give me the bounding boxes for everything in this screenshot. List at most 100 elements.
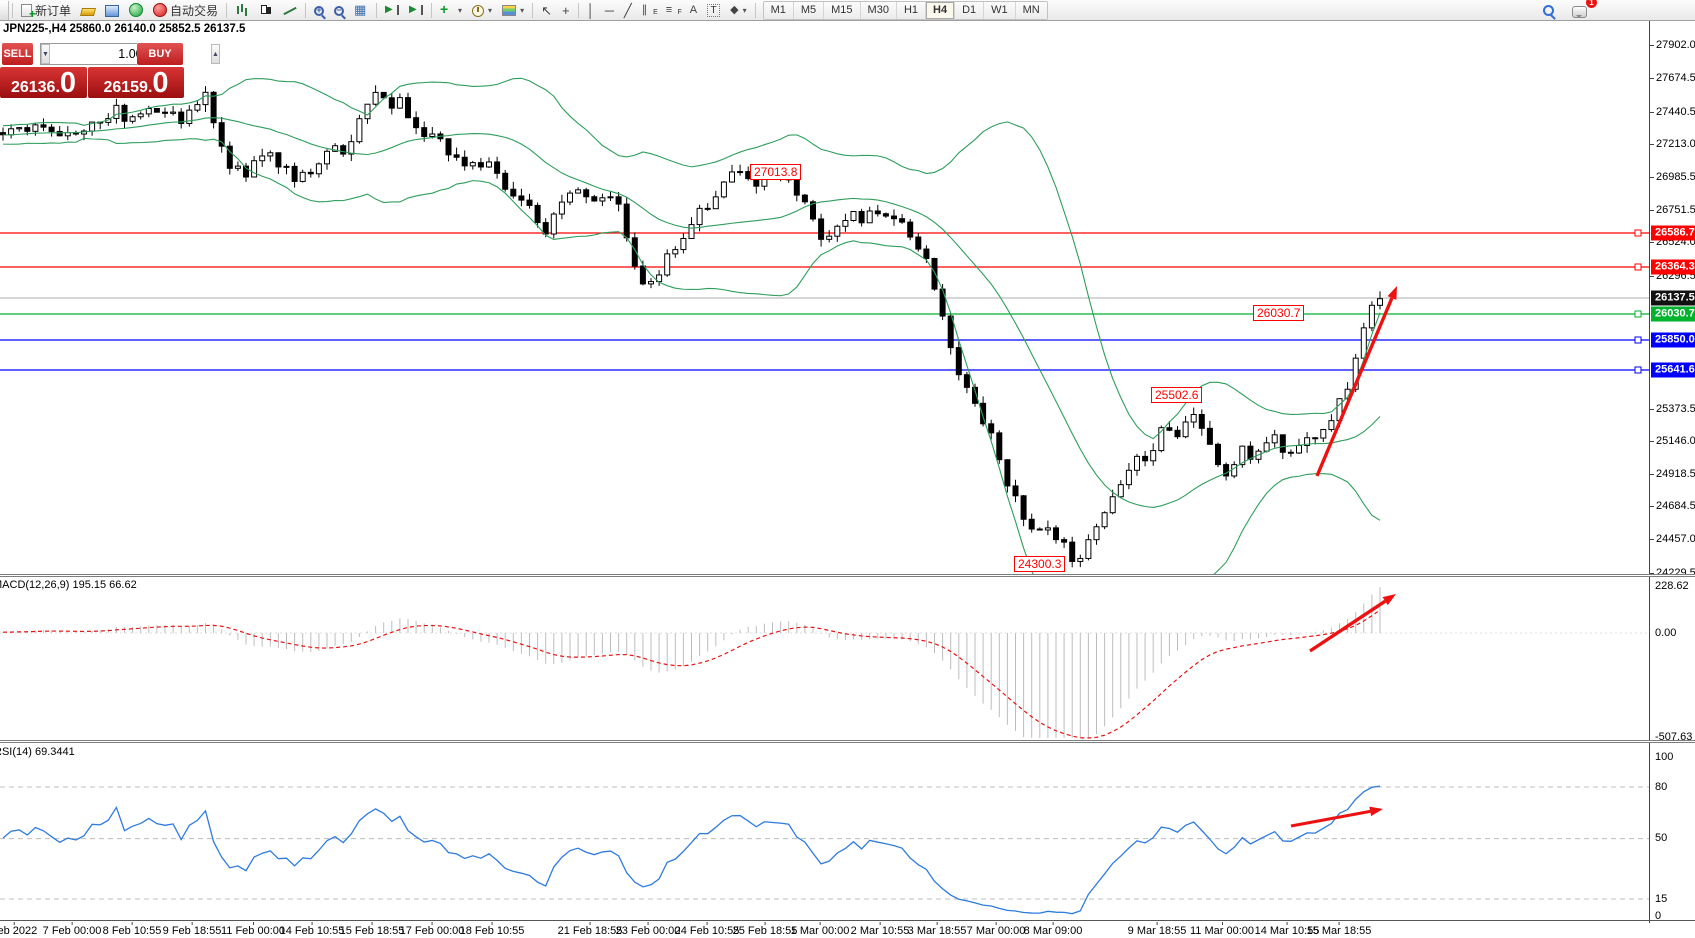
buy-price-display[interactable]: 26159. 0 <box>88 67 184 98</box>
timeframe-button-m5[interactable]: M5 <box>793 1 825 19</box>
candle-body <box>704 207 711 210</box>
tile-windows-button[interactable]: ▦ <box>349 1 373 20</box>
line-handle[interactable] <box>1634 229 1642 237</box>
timeframe-button-d1[interactable]: D1 <box>955 1 985 19</box>
one-click-trading-panel: SELL ▼ ▲ BUY 26136.0 26159.0 <box>0 40 220 98</box>
candle-body <box>145 108 152 115</box>
sell-price-display[interactable]: 26136. 0 <box>0 67 87 98</box>
volume-decrease-button[interactable]: ▼ <box>41 44 50 64</box>
chevron-down-icon: ▾ <box>742 5 747 15</box>
candle-body <box>477 162 484 168</box>
tile-windows-icon: ▦ <box>354 2 367 17</box>
arrows-tool-button[interactable]: ◆ ▾ <box>725 1 751 20</box>
annotation-price-label[interactable]: 26030.7 <box>1253 305 1305 321</box>
line-handle[interactable] <box>1634 310 1642 318</box>
terminal-button[interactable] <box>100 1 124 20</box>
notifications-button[interactable]: 1 <box>1567 0 1597 20</box>
rsi-panel[interactable] <box>0 743 1649 920</box>
panel-separator[interactable] <box>0 740 1695 743</box>
vertical-line-tool-button[interactable]: │ <box>582 1 600 20</box>
line-handle[interactable] <box>1634 366 1642 374</box>
candle-body <box>915 236 922 250</box>
time-label: 1 Mar 00:00 <box>790 922 850 937</box>
time-label: 2 Mar 10:55 <box>850 922 910 937</box>
search-button[interactable] <box>1538 1 1559 20</box>
horizontal-line-tool-button[interactable]: ─ <box>600 1 619 20</box>
candle-body <box>332 145 339 152</box>
volume-input[interactable] <box>49 44 211 64</box>
auto-trading-button[interactable]: 自动交易 <box>148 1 223 20</box>
macd-panel[interactable] <box>0 577 1649 740</box>
periods-button[interactable]: ▾ <box>467 1 497 20</box>
candle-body <box>267 152 274 157</box>
timeframe-button-h1[interactable]: H1 <box>896 1 927 19</box>
chart-shift-button[interactable]: ▶ <box>404 1 428 20</box>
indicators-button[interactable]: + ▾ <box>435 1 467 20</box>
price-axis[interactable]: 27902.0 27674.5 27440.5 27213.0 26985.5 26751… <box>1649 21 1695 924</box>
new-order-label: 新订单 <box>35 3 72 18</box>
annotation-price-label[interactable]: 25502.6 <box>1151 387 1203 403</box>
candle-body <box>591 196 598 202</box>
candle-body <box>923 248 930 259</box>
line-chart-button[interactable] <box>278 1 302 20</box>
template-icon <box>502 5 517 16</box>
volume-increase-button[interactable]: ▲ <box>210 44 220 64</box>
signals-button[interactable] <box>124 1 148 20</box>
sell-button[interactable]: SELL <box>2 43 33 65</box>
buy-button[interactable]: BUY <box>137 43 183 65</box>
candle-body <box>1085 539 1092 559</box>
candle-body <box>801 194 808 203</box>
auto-scroll-button[interactable]: ▶ <box>380 1 404 20</box>
market-watch-button[interactable] <box>76 1 100 20</box>
time-label: 23 Feb 00:00 <box>615 922 681 937</box>
channel-tool-button[interactable]: ∥ <box>637 1 661 20</box>
candle-body <box>607 196 614 199</box>
horizontal-line-icon: ─ <box>604 2 614 18</box>
timeframe-button-m15[interactable]: M15 <box>824 1 861 19</box>
candlestick-chart-button[interactable] <box>254 1 278 20</box>
line-handle[interactable] <box>1634 336 1642 344</box>
toolbar-separator <box>376 2 378 18</box>
auto-trading-label: 自动交易 <box>170 3 219 18</box>
candle-body <box>469 162 476 167</box>
zoom-in-button[interactable]: + <box>309 1 329 20</box>
timeframe-button-h4[interactable]: H4 <box>926 1 956 19</box>
timeframe-button-mn[interactable]: MN <box>1015 1 1047 19</box>
annotation-price-label[interactable]: 27013.8 <box>750 164 802 180</box>
text-tool-button[interactable]: A <box>685 1 702 20</box>
timeframe-button-w1[interactable]: W1 <box>984 1 1016 19</box>
time-axis[interactable]: Feb 2022 7 Feb 00:008 Feb 10:559 Feb 18:5… <box>0 922 1695 938</box>
panel-separator[interactable] <box>0 574 1695 577</box>
toolbar-separator <box>305 2 307 18</box>
new-order-icon <box>21 3 36 21</box>
line-handle[interactable] <box>1634 263 1642 271</box>
annotation-price-label[interactable]: 24300.3 <box>1014 556 1066 572</box>
main-chart-panel[interactable] <box>0 21 1649 574</box>
bar-chart-button[interactable] <box>230 1 254 20</box>
fibonacci-tool-button[interactable]: ≡ <box>661 1 685 20</box>
timeframe-button-m1[interactable]: M1 <box>763 1 794 19</box>
candle-body <box>1109 496 1116 514</box>
trend-arrow[interactable] <box>1290 809 1371 828</box>
trend-arrow[interactable] <box>1315 297 1394 477</box>
candle-body <box>1004 459 1011 487</box>
trend-arrow-head <box>1387 286 1397 300</box>
zoom-out-button[interactable]: − <box>329 1 349 20</box>
price-tick: 27213.0 <box>1649 138 1695 150</box>
timeframe-button-m30[interactable]: M30 <box>860 1 897 19</box>
cursor-tool-button[interactable]: ↖ <box>536 1 557 20</box>
crosshair-tool-button[interactable]: + <box>557 1 575 20</box>
candle-body <box>1012 485 1019 497</box>
new-order-button[interactable]: 新订单 <box>16 1 76 21</box>
candle-body <box>842 219 849 227</box>
price-tick: 27674.5 <box>1649 72 1695 84</box>
macd-label: MACD(12,26,9) 195.15 66.62 <box>0 579 137 591</box>
candle-body <box>866 210 873 224</box>
chevron-down-icon: ▾ <box>458 5 463 15</box>
candle-body <box>656 274 663 283</box>
trendline-tool-button[interactable]: ╱ <box>619 1 637 20</box>
truncated-toolbar-button[interactable] <box>0 0 9 20</box>
trend-arrow[interactable] <box>1309 599 1387 653</box>
text-label-tool-button[interactable]: T <box>702 1 725 20</box>
templates-button[interactable]: ▾ <box>497 1 529 20</box>
